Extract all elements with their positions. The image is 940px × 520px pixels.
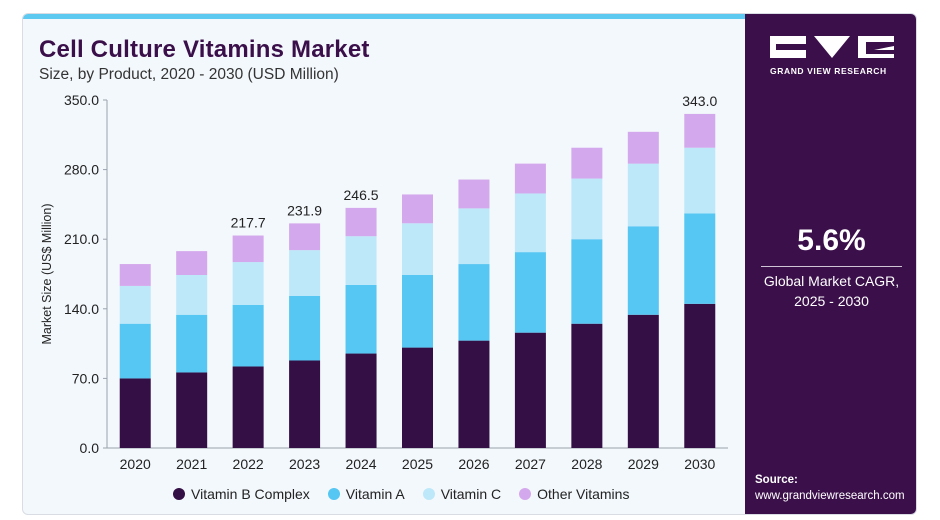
y-tick-label: 210.0 — [64, 231, 99, 247]
legend-swatch — [327, 488, 340, 500]
infographic-card: Cell Culture Vitamins Market Size, by Pr… — [22, 13, 917, 515]
accent-bar — [23, 14, 745, 19]
legend-label: Vitamin C — [440, 486, 502, 502]
bar-segment-other-vitamins — [458, 179, 490, 209]
y-tick-label: 350.0 — [64, 92, 99, 108]
y-axis-title: Market Size (US$ Million) — [40, 203, 54, 344]
bar-segment-vitamin-a — [514, 252, 546, 333]
bar-segment-vitamin-c — [345, 236, 377, 285]
bar-segment-vitamin-c — [514, 193, 546, 253]
bar-segment-vitamin-a — [119, 323, 151, 379]
logo-mark-icon — [770, 36, 894, 58]
bar-segment-vitamin-c — [289, 250, 321, 296]
bar-segment-vitamin-a — [289, 295, 321, 361]
x-tick-label: 2021 — [176, 456, 207, 472]
bar-segment-vitamin-a — [232, 304, 264, 367]
y-tick-label: 0.0 — [80, 440, 100, 456]
bar-segment-vitamin-b-complex — [176, 372, 208, 448]
bar-segment-vitamin-b-complex — [345, 353, 377, 448]
bar-segment-vitamin-b-complex — [571, 323, 603, 448]
x-tick-label: 2027 — [515, 456, 546, 472]
y-tick-label: 70.0 — [72, 370, 99, 386]
legend-item: Other Vitamins — [519, 486, 629, 502]
data-label-total: 231.9 — [287, 202, 322, 218]
cagr-label: Global Market CAGR, 2025 - 2030 — [755, 271, 908, 311]
x-tick-label: 2024 — [345, 456, 376, 472]
legend-swatch — [173, 488, 185, 500]
legend-item: Vitamin C — [422, 486, 502, 502]
bar-segment-vitamin-b-complex — [232, 366, 264, 448]
chart-legend: Vitamin B Complex Vitamin A Vitamin C Other… — [173, 484, 647, 504]
x-tick-label: 2026 — [458, 456, 489, 472]
cagr-label-line2: 2025 - 2030 — [794, 293, 869, 309]
brand-logo: GRAND VIEW RESEARCH — [770, 36, 898, 76]
cagr-value: 5.6% — [797, 224, 866, 257]
chart-subtitle: Size, by Product, 2020 - 2030 (USD Milli… — [39, 66, 339, 83]
x-tick-label: 2023 — [289, 456, 320, 472]
x-tick-label: 2025 — [402, 456, 433, 472]
data-label-total: 246.5 — [344, 187, 379, 203]
y-tick-label: 280.0 — [64, 162, 99, 178]
bar-segment-vitamin-b-complex — [627, 314, 659, 448]
x-tick-label: 2030 — [684, 456, 715, 472]
bar-segment-vitamin-b-complex — [119, 378, 151, 448]
bar-segment-vitamin-a — [402, 274, 433, 348]
data-label-total: 343.0 — [682, 93, 717, 109]
bar-segment-other-vitamins — [119, 264, 151, 286]
source-url[interactable]: www.grandviewresearch.com — [755, 490, 905, 502]
sidebar-panel: GRAND VIEW RESEARCH 5.6% Global Market C… — [745, 14, 916, 514]
bar-segment-vitamin-c — [458, 208, 490, 265]
legend-item: Vitamin B Complex — [173, 486, 310, 502]
bar-segment-vitamin-c — [119, 285, 151, 324]
legend-label: Vitamin A — [345, 486, 405, 502]
chart-title: Cell Culture Vitamins Market — [39, 36, 370, 63]
data-label-total: 217.7 — [231, 215, 266, 231]
legend-label: Other Vitamins — [537, 486, 630, 502]
stacked-bar-chart: 0.0 70.0 140.0 210.0 280.0 350.0 Market Size (… — [40, 92, 728, 472]
bar-segment-vitamin-c — [232, 262, 264, 305]
legend-item: Vitamin A — [327, 486, 405, 502]
bar-segment-vitamin-a — [345, 284, 377, 354]
bar-segment-vitamin-b-complex — [458, 340, 490, 448]
bar-segment-vitamin-a — [458, 264, 490, 341]
bar-segment-vitamin-b-complex — [402, 347, 433, 448]
bar-segment-other-vitamins — [627, 131, 659, 164]
source-title: Source: — [755, 474, 798, 486]
bar-segment-vitamin-b-complex — [289, 360, 321, 448]
bar-segment-vitamin-b-complex — [684, 303, 716, 448]
bar-segment-other-vitamins — [289, 223, 321, 251]
cagr-label-line1: Global Market CAGR, — [763, 273, 900, 289]
brand-name: GRAND VIEW RESEARCH — [770, 66, 887, 76]
bar-segment-vitamin-c — [571, 178, 603, 240]
bar-segment-vitamin-c — [176, 274, 208, 315]
bar-segment-vitamin-c — [684, 147, 716, 214]
bar-segment-vitamin-a — [176, 314, 208, 373]
legend-swatch — [422, 488, 435, 500]
bar-segment-other-vitamins — [345, 207, 377, 237]
bar-segment-other-vitamins — [232, 235, 264, 263]
bar-segment-vitamin-c — [627, 163, 659, 227]
legend-swatch — [519, 488, 532, 500]
bar-segment-other-vitamins — [402, 194, 433, 224]
x-tick-label: 2029 — [628, 456, 659, 472]
bar-segment-vitamin-b-complex — [514, 332, 546, 448]
bar-segment-other-vitamins — [514, 163, 546, 194]
bar-segment-vitamin-c — [402, 223, 433, 275]
y-tick-label: 140.0 — [64, 301, 99, 317]
x-tick-label: 2028 — [571, 456, 602, 472]
bar-segment-vitamin-a — [684, 213, 716, 304]
bar-segment-vitamin-a — [627, 226, 659, 315]
cagr-divider — [761, 266, 902, 267]
legend-label: Vitamin B Complex — [191, 486, 310, 502]
x-tick-label: 2020 — [120, 456, 151, 472]
x-tick-label: 2022 — [233, 456, 264, 472]
bar-segment-vitamin-a — [571, 239, 603, 324]
bar-segment-other-vitamins — [571, 147, 603, 179]
bar-segment-other-vitamins — [684, 113, 716, 148]
bar-segment-other-vitamins — [176, 251, 208, 275]
